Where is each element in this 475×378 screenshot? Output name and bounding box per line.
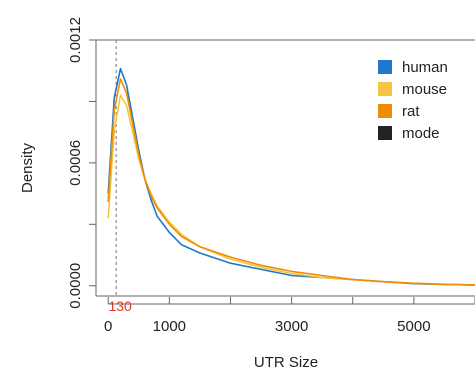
x-tick-label-3: 5000 — [397, 318, 430, 335]
legend-label-mode: mode — [402, 125, 440, 142]
legend-swatch-mouse — [378, 82, 392, 96]
legend-swatch-rat — [378, 104, 392, 118]
x-tick-label-2: 3000 — [275, 318, 308, 335]
x-tick-label-0: 0 — [104, 318, 112, 335]
legend-label-mouse: mouse — [402, 81, 447, 98]
legend-label-rat: rat — [402, 103, 420, 120]
y-tick-label-2: 0.0012 — [67, 17, 84, 63]
series-line-mouse — [107, 94, 475, 286]
x-tick-label-1: 1000 — [153, 318, 186, 335]
mode-value-label: 130 — [108, 298, 132, 314]
legend-swatch-human — [378, 60, 392, 74]
y-axis: 0.0000 0.0006 0.0012 — [67, 17, 96, 309]
x-axis-title: UTR Size — [254, 354, 318, 371]
y-axis-title: Density — [19, 142, 36, 193]
legend: human mouse rat mode — [378, 59, 448, 142]
x-axis: 0 1000 3000 5000 — [104, 297, 475, 335]
y-tick-label-0: 0.0000 — [67, 263, 84, 309]
mode-marker: 130 — [108, 40, 132, 314]
legend-swatch-mode — [378, 126, 392, 140]
plot-area — [95, 39, 475, 297]
series-line-human — [107, 67, 475, 286]
series-lines — [107, 67, 475, 286]
y-tick-label-1: 0.0006 — [67, 140, 84, 186]
legend-label-human: human — [402, 59, 448, 76]
series-line-rat — [107, 78, 475, 286]
